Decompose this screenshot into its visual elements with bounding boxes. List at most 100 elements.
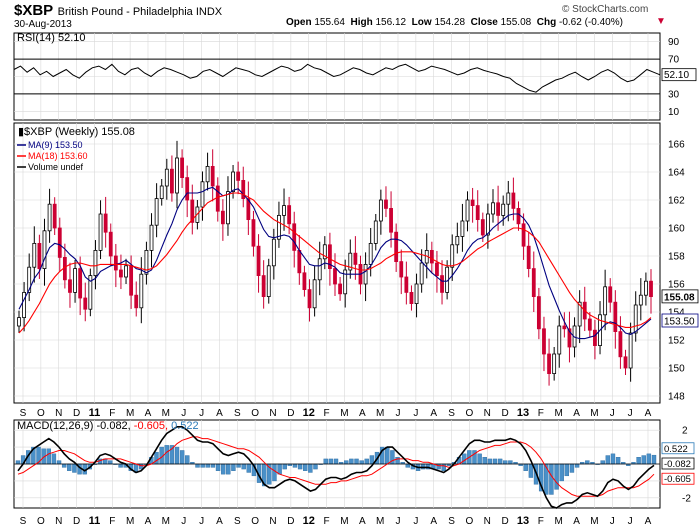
candle-body (317, 258, 322, 281)
candle-body (215, 185, 220, 212)
x-tick-label-top: S (448, 408, 455, 419)
x-tick-label-bottom: A (573, 516, 580, 527)
x-tick-label-bottom: D (502, 516, 509, 527)
macd-histogram-bar (344, 460, 349, 465)
candle-body (159, 185, 164, 200)
x-tick-label-top: A (573, 408, 580, 419)
macd-histogram-bar (174, 446, 180, 465)
candle-body (450, 244, 455, 268)
candle-body (486, 213, 490, 236)
x-tick-label-bottom: M (340, 516, 348, 527)
candle-body (139, 273, 144, 309)
candle-body (47, 203, 52, 232)
candle-body (83, 297, 88, 310)
macd-histogram-bar (492, 458, 498, 465)
x-tick-label-bottom: 11 (89, 515, 101, 527)
macd-histogram-bar (303, 463, 308, 471)
price-tick-label: 160 (668, 224, 685, 235)
price-legend-item: MA(9) 153.50 (28, 140, 83, 150)
x-tick-label-bottom: J (628, 516, 633, 527)
macd-histogram-bar (477, 453, 482, 465)
candle-body (440, 275, 444, 293)
candle-body (644, 280, 648, 296)
candle-body (73, 268, 77, 293)
x-tick-label-top: D (287, 408, 294, 419)
candle-body (175, 157, 179, 194)
macd-histogram-bar (441, 463, 446, 471)
candle-body (88, 275, 93, 310)
candle-body (282, 205, 286, 216)
macd-histogram-bar (215, 463, 221, 471)
x-tick-label-top: M (555, 408, 563, 419)
candle-body (170, 168, 174, 194)
macd-histogram-bar (313, 463, 318, 470)
candle-body (277, 214, 281, 240)
macd-histogram-bar (118, 463, 123, 468)
candle-body (649, 280, 653, 298)
candle-body (93, 249, 98, 276)
candle-body (68, 279, 72, 293)
x-tick-label-top: A (645, 408, 652, 419)
ohlc-summary: Open 155.64 High 156.12 Low 154.28 Close… (286, 17, 623, 28)
price-legend-title: ▮$XBP (Weekly) 155.08 (18, 126, 135, 138)
candle-body (307, 289, 312, 309)
macd-histogram-bar (333, 458, 339, 465)
macd-histogram-bar (195, 463, 200, 468)
candle-body (480, 219, 485, 236)
candle-body (119, 269, 123, 278)
candle-body (292, 223, 297, 251)
candle-body (628, 332, 633, 369)
candle-body (312, 279, 317, 309)
x-tick-label-top: M (340, 408, 348, 419)
macd-histogram-bar (205, 463, 210, 468)
candle-body (419, 262, 424, 285)
price-tick-label: 152 (668, 336, 685, 347)
candle-body (98, 213, 103, 251)
candle-body (542, 328, 546, 355)
x-tick-label-bottom: A (145, 516, 152, 527)
macd-histogram-bar (154, 451, 159, 465)
rsi-tick-label: 30 (668, 89, 680, 100)
candle-body (22, 291, 26, 318)
candle-body (17, 317, 21, 327)
candle-body (266, 265, 271, 297)
x-tick-label-bottom: J (396, 516, 401, 527)
macd-histogram-bar (385, 446, 390, 465)
macd-histogram-bar (523, 463, 528, 471)
candle-body (409, 291, 414, 304)
x-tick-label-top: S (234, 408, 241, 419)
candle-body (373, 220, 378, 244)
rsi-line (13, 63, 661, 93)
candle-body (57, 227, 62, 258)
close-value: 155.08 (500, 17, 532, 28)
ma18-line (18, 192, 652, 334)
macd-histogram-bar (497, 458, 503, 465)
x-tick-label-bottom: D (73, 516, 80, 527)
macd-legend-macd: -0.082, (96, 420, 133, 432)
x-tick-label-bottom: M (126, 516, 134, 527)
candle-body (399, 261, 404, 278)
macd-value-box (661, 442, 695, 455)
candle-body (343, 269, 348, 295)
macd-histogram-bar (67, 463, 72, 471)
price-legend-item: Volume undef (28, 162, 84, 172)
close-label: Close (470, 17, 498, 28)
macd-histogram-bar (482, 457, 487, 465)
macd-histogram-bar (108, 460, 113, 465)
x-tick-label-bottom: A (216, 516, 223, 527)
candle-body (52, 203, 57, 229)
candle-body (108, 231, 113, 257)
candle-body (103, 213, 108, 233)
x-tick-label-bottom: J (181, 516, 186, 527)
candle-body (302, 272, 307, 290)
candle-body (536, 296, 541, 330)
macd-histogram-bar (46, 448, 51, 465)
candle-body (435, 262, 439, 277)
x-tick-label-bottom: A (359, 516, 366, 527)
macd-histogram-bar (282, 463, 287, 470)
macd-histogram-bar (636, 457, 641, 465)
macd-histogram-bar (549, 463, 554, 495)
candle-body (149, 224, 154, 251)
candle-body (287, 205, 292, 225)
